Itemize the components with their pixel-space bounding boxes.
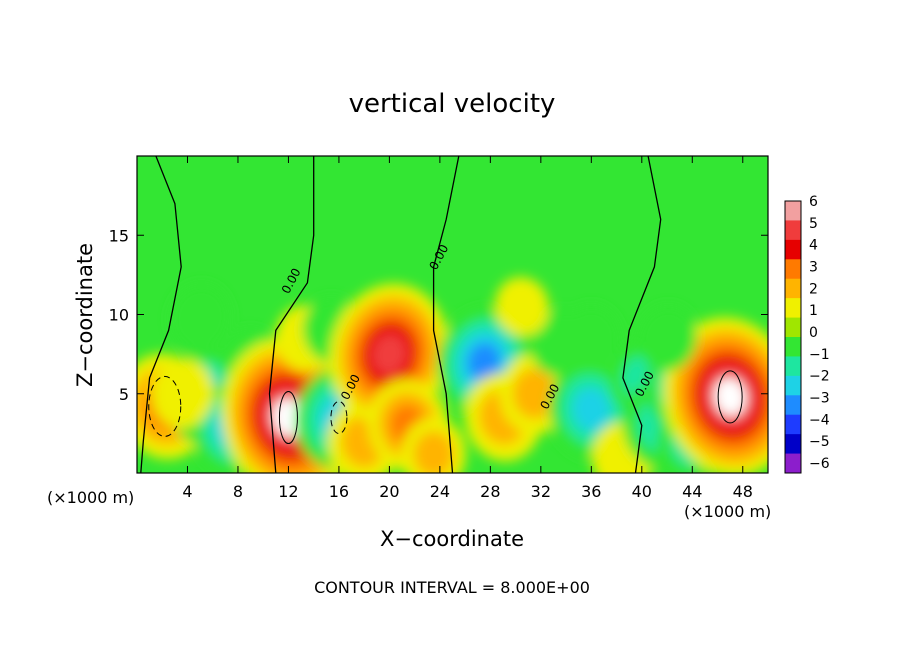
x-tick-label: 48 [733, 482, 753, 501]
y-axis: 5 10 15 [109, 226, 768, 404]
core-contour [148, 375, 182, 437]
zero-contour [622, 156, 662, 473]
core-contour [717, 370, 743, 424]
x-axis-label: X−coordinate [380, 527, 524, 551]
colorbar-label: −3 [809, 391, 830, 407]
colorbar-swatch [785, 278, 801, 299]
y-tick-label: 10 [109, 306, 129, 325]
colorbar-label: 0 [809, 325, 818, 341]
velocity-cell [413, 431, 454, 473]
x-tick-label: 44 [682, 482, 702, 501]
colorbar-swatch [785, 395, 801, 416]
velocity-cell [637, 305, 697, 372]
velocity-cell [494, 277, 549, 337]
velocity-cell [512, 368, 557, 419]
x-tick-label: 8 [233, 482, 243, 501]
colorbar-swatch [785, 414, 801, 435]
y-tick-label: 5 [119, 385, 129, 404]
colorbar-label: −4 [809, 412, 830, 428]
colorbar-swatch [785, 453, 801, 474]
colorbar-swatch [785, 239, 801, 260]
contour-lines [140, 156, 743, 473]
x-tick-label: 40 [632, 482, 652, 501]
colorbar-swatch [785, 375, 801, 396]
colorbar-swatch [785, 317, 801, 338]
colorbar-frame [784, 200, 802, 474]
zero-contour [432, 156, 460, 473]
velocity-cell [169, 283, 231, 352]
x-tick-label: 4 [182, 482, 192, 501]
colorbar-swatch [785, 259, 801, 280]
colorbar-swatch [785, 356, 801, 377]
x-tick-label: 24 [430, 482, 450, 501]
colorbar-label: 3 [809, 260, 818, 276]
velocity-cell [713, 377, 747, 417]
colorbar-label: −5 [809, 434, 830, 450]
x-tick-label: 12 [278, 482, 298, 501]
colorbar-label: 6 [809, 194, 818, 210]
colorbar: 6 5 4 3 2 1 0 −1 −2 −3 −4 −5 −6 [784, 194, 830, 474]
colorbar-label: −1 [809, 347, 830, 363]
colorbar-label: −6 [809, 456, 830, 472]
x-tick-label: 28 [480, 482, 500, 501]
zero-contour [140, 156, 182, 473]
velocity-cell [561, 305, 621, 372]
x-tick-label: 16 [329, 482, 349, 501]
contour-interval-note: CONTOUR INTERVAL = 8.000E+00 [314, 578, 590, 597]
plot-area [137, 156, 768, 473]
x-tick-label: 20 [379, 482, 399, 501]
colorbar-swatch [785, 337, 801, 357]
x-unit-right: (×1000 m) [684, 502, 771, 521]
chart-title: vertical velocity [349, 89, 556, 119]
colorbar-swatch [785, 201, 801, 221]
x-tick-label: 32 [531, 482, 551, 501]
core-contour [330, 401, 348, 435]
colorbar-label: 4 [809, 238, 818, 254]
colorbar-swatch [785, 434, 801, 455]
x-tick-label: 36 [581, 482, 601, 501]
colorbar-label: 1 [809, 303, 818, 319]
colorbar-label: 2 [809, 281, 818, 297]
velocity-cell [572, 387, 611, 432]
x-unit-left: (×1000 m) [47, 488, 134, 507]
colorbar-label: −2 [809, 369, 830, 385]
zero-contour [268, 156, 315, 473]
velocity-cell [372, 333, 407, 375]
colorbar-swatch [785, 220, 801, 241]
y-axis-label: Z−coordinate [73, 243, 97, 387]
y-tick-label: 15 [109, 226, 129, 245]
colorbar-label: 5 [809, 216, 818, 232]
colorbar-swatch [785, 298, 801, 319]
x-axis: 4 8 12 16 20 24 28 32 36 40 44 48 [182, 156, 753, 501]
velocity-cell [467, 343, 501, 382]
core-contour [278, 391, 298, 445]
